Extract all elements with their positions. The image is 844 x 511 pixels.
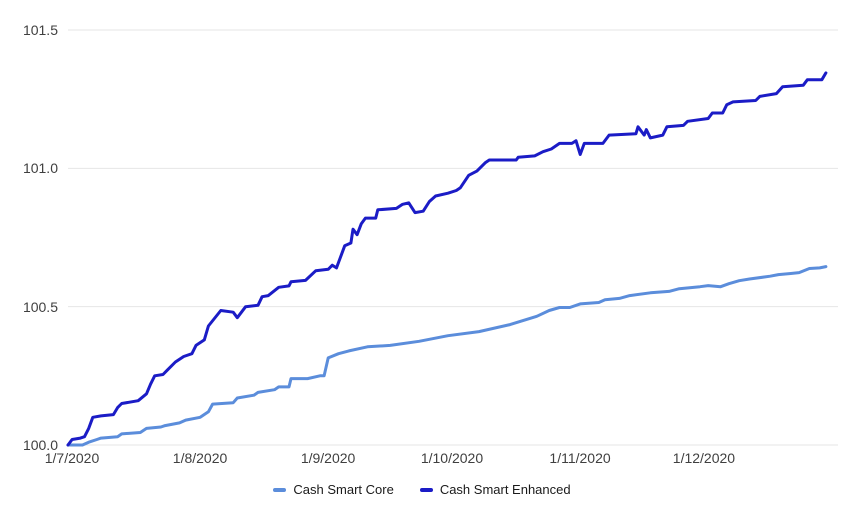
plot-area — [66, 29, 838, 447]
gridlines — [68, 29, 838, 446]
x-tick-label: 1/9/2020 — [300, 450, 356, 466]
x-tick-label: 1/10/2020 — [420, 450, 484, 466]
x-tick-label: 1/11/2020 — [549, 450, 611, 466]
y-tick-label: 100.0 — [22, 437, 58, 453]
series-line-0 — [66, 265, 828, 447]
x-tick-label: 1/8/2020 — [172, 450, 228, 466]
legend-label: Cash Smart Enhanced — [439, 482, 571, 497]
legend: Cash Smart Core Cash Smart Enhanced — [0, 482, 844, 497]
y-tick-label: 100.5 — [22, 298, 58, 315]
series-color-dash-icon — [419, 487, 433, 492]
y-tick-label: 101.0 — [22, 160, 58, 177]
legend-label: Cash Smart Core — [293, 482, 394, 497]
legend-item-cash-smart-enhanced[interactable]: Cash Smart Enhanced — [419, 482, 571, 497]
series-line-1 — [66, 71, 828, 447]
x-tick-label: 1/7/2020 — [44, 450, 100, 466]
legend-item-cash-smart-core[interactable]: Cash Smart Core — [273, 482, 394, 497]
x-tick-label: 1/12/2020 — [672, 450, 736, 466]
series-color-dash-icon — [273, 487, 287, 492]
y-tick-label: 101.5 — [22, 22, 58, 38]
series-lines — [66, 71, 828, 447]
